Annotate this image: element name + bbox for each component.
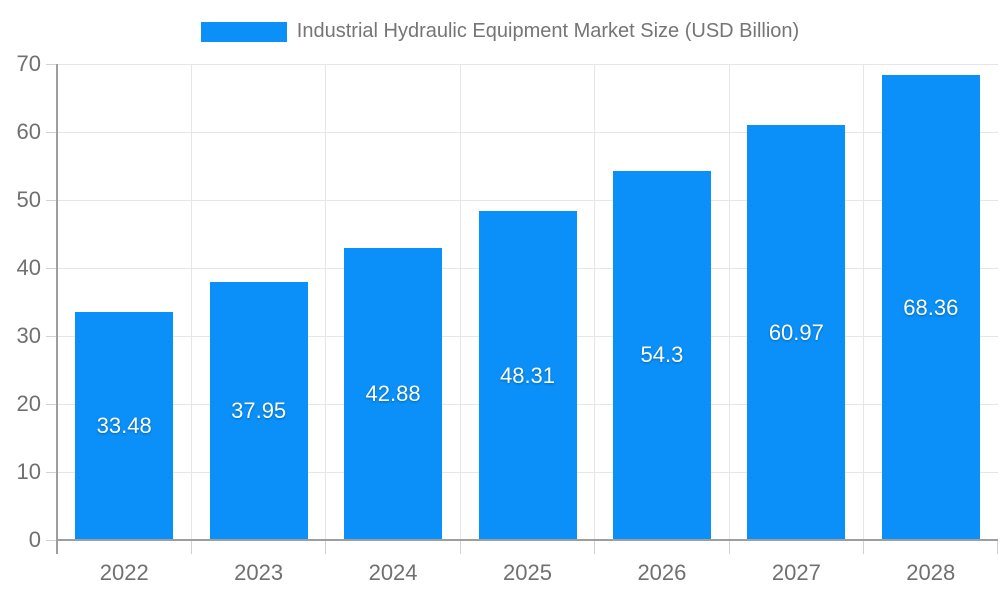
x-axis-line [57,539,998,541]
y-tick-label: 50 [16,187,41,212]
y-tick-mark [46,335,57,337]
y-tick-label: 70 [16,51,41,76]
x-tick-mark [728,540,730,554]
bar-value-label: 68.36 [903,294,959,320]
y-tick-label: 60 [16,119,41,144]
y-tick-mark [46,63,57,65]
v-gridline [863,64,865,540]
v-gridline [459,64,461,540]
x-tick-label: 2027 [771,560,821,585]
h-gridline [57,199,998,201]
y-tick-mark [46,539,57,541]
bar [478,211,577,540]
v-gridline [190,64,192,540]
x-tick-mark [996,540,998,554]
bar-value-label: 60.97 [768,319,824,345]
y-tick-label: 40 [16,255,41,280]
y-tick-label: 0 [28,527,41,552]
y-tick-mark [46,131,57,133]
plot-area: 0 10 20 30 40 50 60 70 2022 2023 2024 2025 2026 2027 2… [17,52,998,585]
bar-value-label: 37.95 [231,397,287,423]
h-gridline [57,131,998,133]
y-tick-label: 20 [16,391,41,416]
legend: Industrial Hydraulic Equipment Market Si… [0,20,1000,43]
y-tick-mark [46,403,57,405]
y-tick-mark [46,471,57,473]
x-tick-label: 2023 [234,560,284,585]
bar [209,281,308,540]
v-gridline [325,64,327,540]
x-tick-mark [190,540,192,554]
bar [75,312,174,540]
x-tick-label: 2022 [99,560,149,585]
x-tick-mark [459,540,461,554]
legend-item[interactable]: Industrial Hydraulic Equipment Market Si… [200,20,800,43]
legend-swatch [200,21,287,42]
bar [344,248,443,540]
x-tick-label: 2028 [906,560,956,585]
x-tick-mark [594,540,596,554]
bar-value-label: 42.88 [365,381,421,407]
bar-value-label: 33.48 [96,413,152,439]
v-gridline [594,64,596,540]
bar [881,75,980,540]
y-tick-mark [46,267,57,269]
bar-value-label: 48.31 [499,362,556,388]
y-tick-mark [46,199,57,201]
legend-label: Industrial Hydraulic Equipment Market Si… [296,20,800,42]
x-tick-label: 2024 [368,560,418,585]
bar [747,125,846,540]
x-tick-mark [325,540,327,554]
bar-value-label: 54.3 [640,342,684,368]
x-tick-mark [863,540,865,554]
y-axis-line [56,64,58,554]
bar [612,170,711,540]
x-tick-label: 2025 [503,560,552,585]
y-tick-label: 30 [16,323,41,348]
v-gridline [728,64,730,540]
y-tick-label: 10 [16,459,41,484]
x-tick-label: 2026 [637,560,687,585]
h-gridline [57,63,998,65]
